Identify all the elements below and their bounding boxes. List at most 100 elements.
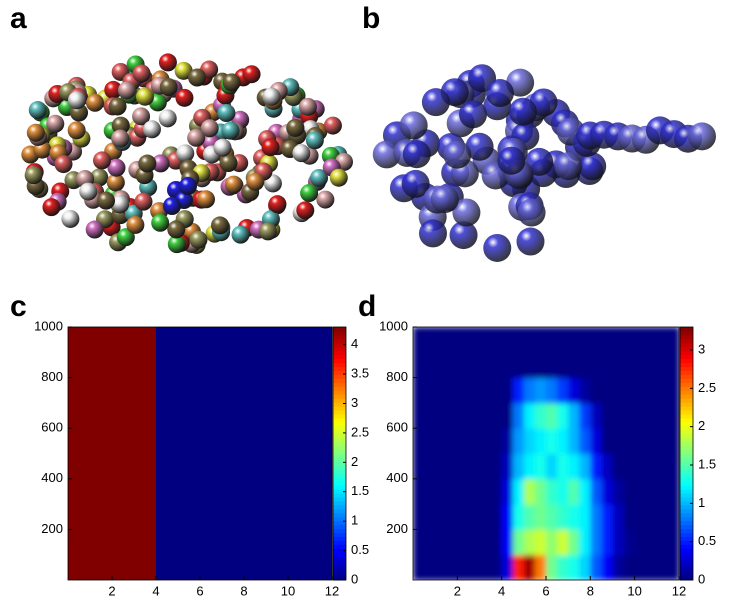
heat-cell: [156, 327, 168, 353]
heat-cell: [321, 529, 332, 556]
colorbar-tick-label: 3.5: [351, 366, 369, 381]
heat-cell: [446, 529, 458, 556]
colorbar-tick-label: 0: [351, 571, 358, 586]
heat-cell: [156, 377, 168, 404]
atom: [197, 190, 216, 209]
heat-cell: [112, 327, 124, 353]
heat-cell: [501, 504, 514, 530]
heat-cell: [645, 327, 658, 353]
heat-cell: [310, 327, 322, 353]
heat-cell: [457, 327, 469, 353]
colorbar-segment: [680, 473, 693, 478]
bead: [688, 122, 716, 151]
bead: [402, 140, 431, 169]
heat-cell: [222, 478, 234, 505]
heat-cell: [468, 327, 480, 353]
heat-cell: [512, 377, 525, 404]
heat-cell: [413, 478, 425, 505]
atom: [310, 168, 329, 187]
atom: [42, 198, 61, 217]
heat-cell: [310, 554, 322, 580]
colorbar-segment: [680, 461, 693, 466]
heat-cell: [266, 554, 278, 580]
heat-cell: [468, 377, 480, 404]
heatmap: [413, 327, 679, 580]
heat-cell: [490, 504, 503, 530]
heat-cell: [579, 554, 591, 580]
heat-cell: [123, 377, 135, 404]
atom: [28, 101, 47, 120]
colorbar-frame: [332, 326, 347, 581]
heat-cell: [557, 428, 569, 454]
atom: [217, 104, 236, 123]
heat-cell: [310, 504, 322, 530]
heat-cell: [468, 504, 480, 530]
colorbar-tick-label: 1.5: [351, 483, 369, 498]
heat-cell: [145, 529, 157, 556]
heat-cell: [90, 554, 102, 580]
heat-cell: [568, 428, 580, 454]
heat-cell: [468, 352, 480, 379]
heat-cell: [424, 504, 436, 530]
bead: [516, 227, 545, 256]
colorbar-segment: [680, 429, 693, 435]
heat-cell: [667, 352, 679, 379]
atom: [85, 220, 104, 239]
heat-cell: [501, 453, 514, 480]
heat-cell: [534, 428, 547, 454]
atom: [222, 73, 241, 92]
heat-cell: [645, 504, 658, 530]
heat-cell: [277, 327, 289, 353]
heat-cell: [490, 352, 503, 379]
heat-cell: [156, 478, 168, 505]
heat-cell: [457, 504, 469, 530]
heat-cell: [68, 529, 80, 556]
atom: [116, 228, 135, 247]
bead: [372, 140, 401, 169]
heat-cell: [101, 529, 113, 556]
atom: [286, 118, 305, 137]
colorbar-segment: [680, 350, 693, 356]
colorbar-segment: [333, 429, 346, 435]
heat-cell: [277, 428, 289, 454]
heat-cell: [523, 352, 536, 379]
colorbar-segment: [680, 378, 693, 383]
heat-cell: [601, 478, 613, 505]
colorbar-segment: [333, 548, 346, 553]
colorbar-segment: [680, 402, 693, 407]
colorbar-segment: [333, 556, 346, 561]
colorbar-segment: [333, 572, 346, 577]
colorbar-tick-label: 0.5: [351, 542, 369, 557]
heat-cell: [178, 554, 190, 580]
heat-cell: [134, 554, 146, 580]
heat-cell: [123, 554, 135, 580]
heat-cell: [68, 327, 80, 353]
heat-cell: [424, 453, 436, 480]
atom: [138, 154, 157, 173]
heat-cell: [523, 453, 536, 480]
heat-cell: [277, 478, 289, 505]
atom: [316, 190, 335, 209]
atom: [200, 119, 219, 138]
colorbar-segment: [680, 481, 693, 486]
colorbar-segment: [680, 425, 693, 431]
heat-cell: [244, 327, 256, 353]
x-tick-label: 4: [498, 583, 505, 598]
heat-cell: [557, 402, 569, 429]
heat-cell: [479, 504, 492, 530]
atom: [261, 138, 280, 157]
heat-cell: [634, 402, 647, 429]
colorbar-segment: [333, 386, 346, 391]
atom: [189, 230, 208, 249]
heat-cell: [579, 402, 591, 429]
heat-cell: [277, 402, 289, 429]
heat-cell: [288, 529, 300, 556]
heat-cell: [90, 504, 102, 530]
heat-cell: [156, 352, 168, 379]
heat-cell: [189, 529, 201, 556]
heat-cell: [277, 453, 289, 480]
heat-cell: [244, 428, 256, 454]
heat-cell: [601, 428, 613, 454]
heat-cell: [501, 478, 514, 505]
heat-cell: [623, 554, 636, 580]
